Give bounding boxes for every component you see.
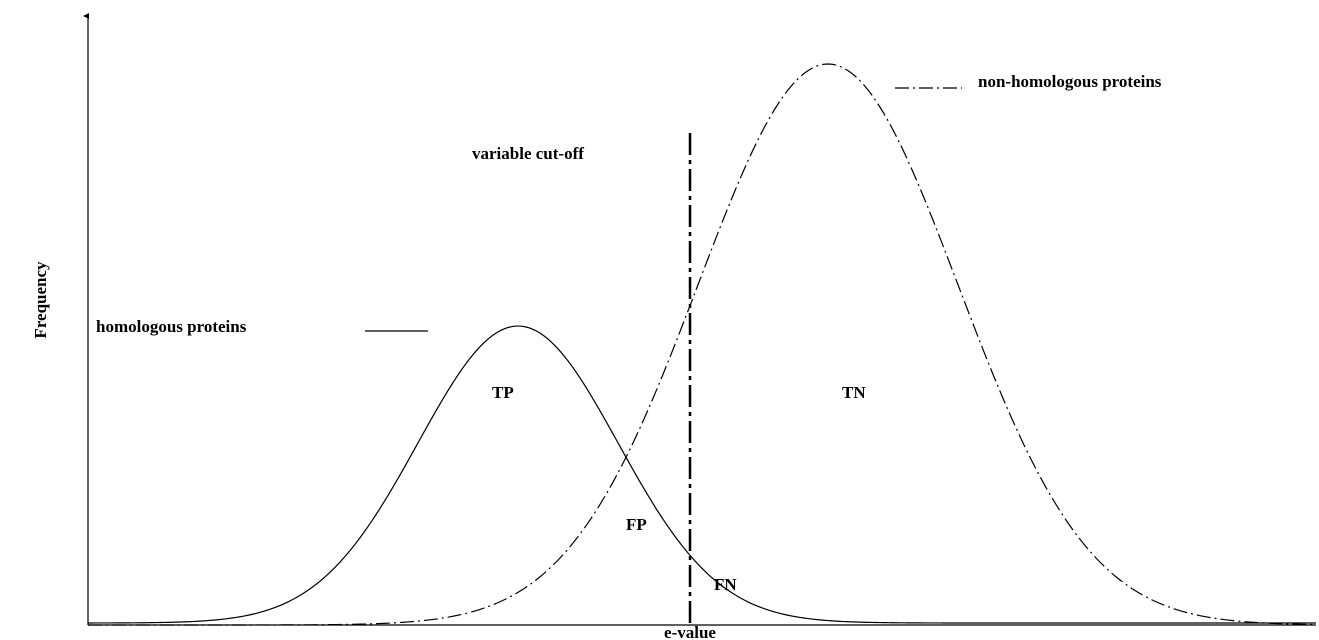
region-fn: FN — [714, 575, 737, 594]
y-axis-label: Frequency — [31, 261, 50, 339]
region-tp: TP — [492, 383, 514, 402]
cutoff-label: variable cut-off — [472, 144, 584, 163]
homologous-label: homologous proteins — [96, 317, 247, 336]
region-tn: TN — [842, 383, 866, 402]
non-homologous-curve — [88, 63, 1317, 626]
homologous-curve — [88, 325, 1316, 624]
x-axis-label: e-value — [664, 623, 716, 640]
non-homologous-label: non-homologous proteins — [978, 72, 1162, 91]
region-fp: FP — [626, 515, 647, 534]
